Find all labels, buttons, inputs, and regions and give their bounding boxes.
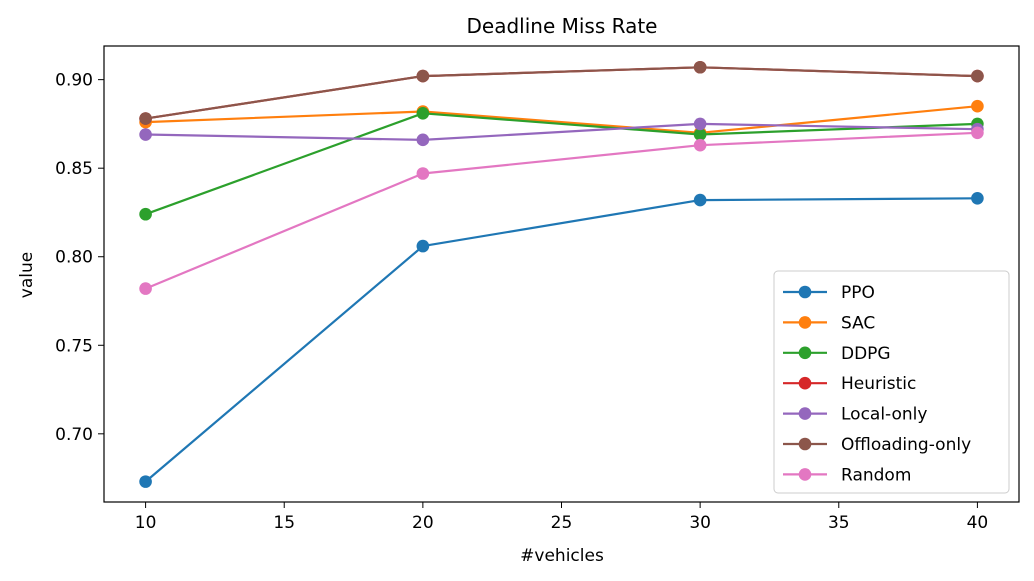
- data-point-ddpg: [693, 128, 707, 141]
- legend-item: Heuristic: [783, 374, 916, 394]
- data-point-ppo: [416, 239, 430, 253]
- x-axis-title: #vehicles: [520, 546, 604, 566]
- legend-swatch-marker: [798, 437, 812, 451]
- legend-label: Local-only: [841, 405, 927, 425]
- series-offloading-only: [139, 60, 984, 125]
- x-tick-label: 25: [551, 513, 573, 533]
- data-point-random: [693, 138, 707, 152]
- legend-swatch-marker: [798, 346, 812, 360]
- legend-item: Random: [783, 465, 911, 485]
- data-point-ppo: [139, 475, 152, 488]
- axes-ticks: 10 15 20 25 30 35 40 0.70 0.75 0.80 0.85 0.90: [55, 71, 988, 533]
- legend-swatch-marker: [798, 285, 812, 299]
- legend-label: Offloading-only: [841, 435, 971, 455]
- series-ddpg: [139, 106, 984, 221]
- data-point-random: [971, 126, 984, 140]
- y-tick-label: 0.85: [55, 159, 93, 179]
- data-point-random: [139, 282, 152, 295]
- data-point-offloading-only: [693, 60, 707, 74]
- series-line-random: [145, 131, 978, 290]
- legend-item: PPO: [783, 283, 875, 303]
- data-point-sac: [971, 99, 984, 113]
- x-tick-label: 40: [967, 513, 989, 533]
- x-tick-label: 35: [828, 513, 850, 533]
- y-tick-label: 0.80: [55, 248, 93, 268]
- data-point-random: [416, 167, 430, 180]
- x-tick-label: 10: [135, 513, 157, 533]
- legend-label: PPO: [841, 283, 875, 303]
- legend-label: Random: [841, 465, 911, 485]
- data-point-offloading-only: [139, 112, 152, 125]
- data-point-ddpg: [416, 106, 430, 120]
- data-point-local-only: [416, 133, 430, 147]
- series-line-sac: [145, 105, 978, 134]
- legend-item: SAC: [783, 313, 875, 333]
- data-point-offloading-only: [416, 69, 430, 83]
- series-random: [139, 126, 984, 295]
- series-group: [139, 60, 984, 488]
- data-point-local-only: [693, 117, 707, 131]
- series-line-heuristic: [145, 66, 978, 120]
- legend-label: SAC: [841, 313, 875, 333]
- y-tick-label: 0.90: [55, 71, 93, 91]
- legend-label: Heuristic: [841, 374, 916, 394]
- legend-swatch-marker: [798, 468, 812, 481]
- series-line-ddpg: [145, 112, 978, 216]
- legend: PPO SAC DDPG Heuristic Local-only Offloading-…: [773, 270, 1010, 494]
- chart-title: Deadline Miss Rate: [467, 14, 658, 38]
- legend-box: [773, 270, 1010, 494]
- y-tick-label: 0.75: [55, 336, 93, 356]
- y-tick-label: 0.70: [55, 425, 93, 445]
- legend-item: Local-only: [783, 405, 927, 425]
- data-point-ppo: [693, 193, 707, 207]
- legend-item: Offloading-only: [783, 435, 971, 455]
- data-point-ddpg: [139, 207, 152, 221]
- x-tick-label: 30: [689, 513, 711, 533]
- series-heuristic: [139, 60, 984, 125]
- legend-swatch-marker: [798, 316, 812, 329]
- legend-swatch-marker: [798, 376, 812, 390]
- series-ppo: [139, 191, 984, 488]
- data-point-ppo: [971, 191, 984, 205]
- data-point-offloading-only: [971, 69, 984, 83]
- series-line-offloading-only: [145, 66, 978, 120]
- x-tick-label: 20: [412, 513, 434, 533]
- legend-swatch-marker: [798, 407, 812, 420]
- data-point-local-only: [139, 128, 152, 141]
- series-sac: [139, 99, 984, 140]
- plot-frame: [103, 45, 1020, 503]
- y-axis-title: value: [17, 252, 37, 298]
- legend-item: DDPG: [783, 344, 891, 364]
- series-line-ppo: [144, 197, 978, 483]
- legend-label: DDPG: [841, 344, 891, 364]
- x-tick-label: 15: [273, 513, 295, 533]
- series-line-local-only: [145, 122, 978, 141]
